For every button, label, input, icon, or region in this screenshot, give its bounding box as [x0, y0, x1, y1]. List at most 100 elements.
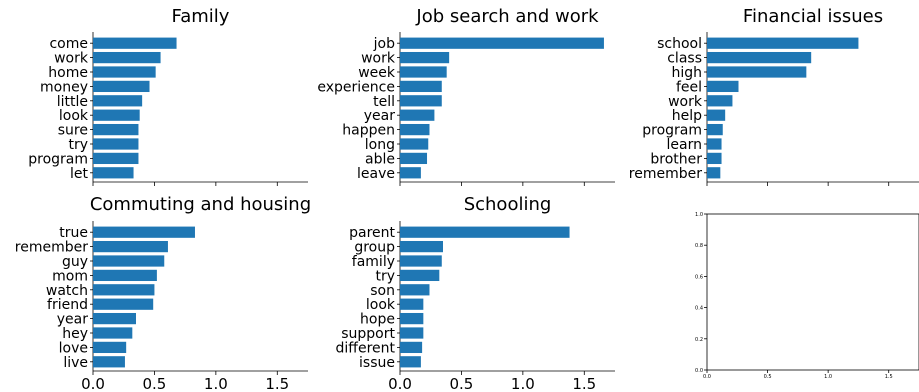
- bar-sure: [93, 123, 139, 136]
- y-tick-label: true: [59, 225, 88, 241]
- y-tick-label: program: [28, 151, 88, 167]
- bar-parent: [400, 226, 570, 238]
- x-tick-label: 0.5: [142, 375, 166, 392]
- bar-home: [93, 66, 156, 78]
- bar-year: [400, 109, 435, 121]
- subplot-4: Commuting and housingtruerememberguymomw…: [15, 194, 311, 392]
- bar-work: [93, 51, 161, 64]
- y-tick-label: look: [59, 108, 89, 124]
- bar-learn: [707, 138, 722, 150]
- y-tick-label: leave: [357, 166, 395, 182]
- y-tick-label: 0.6: [695, 274, 703, 280]
- subplot-title: Family: [172, 6, 230, 27]
- bar-little: [93, 95, 143, 107]
- y-tick-label: live: [63, 355, 88, 371]
- bar-able: [400, 152, 428, 165]
- y-tick-label: class: [667, 51, 702, 67]
- y-tick-label: learn: [667, 137, 702, 153]
- bar-support: [400, 327, 424, 339]
- y-tick-label: 0.0: [695, 368, 703, 374]
- bar-money: [93, 80, 150, 93]
- bar-happen: [400, 123, 430, 136]
- y-tick-label: help: [672, 108, 702, 124]
- y-tick-label: year: [57, 312, 88, 328]
- bar-mom: [93, 269, 157, 282]
- x-tick-label: 1.0: [824, 374, 832, 380]
- bar-program: [93, 152, 139, 165]
- bar-look: [400, 298, 424, 310]
- bar-try: [400, 269, 440, 282]
- y-tick-label: try: [375, 268, 395, 284]
- subplot-title: Schooling: [464, 194, 552, 215]
- y-tick-label: love: [59, 340, 88, 356]
- y-tick-label: hope: [360, 312, 395, 328]
- subplot-6: 0.0 0.2 0.4 0.6 0.8 1.0 0.0 0.5 1.0 1.5: [695, 212, 919, 380]
- y-tick-label: son: [370, 283, 395, 299]
- bar-work: [707, 95, 733, 107]
- bar-come: [93, 37, 177, 49]
- y-tick-label: week: [358, 65, 396, 81]
- y-tick-label: parent: [349, 225, 395, 241]
- y-tick-label: work: [668, 94, 703, 110]
- bar-experience: [400, 80, 442, 93]
- x-tick-label: 0.0: [81, 375, 105, 392]
- y-tick-label: 0.4: [695, 306, 703, 312]
- bar-work: [400, 51, 450, 64]
- bar-different: [400, 341, 423, 354]
- y-tick-label: year: [364, 108, 395, 124]
- bar-leave: [400, 167, 421, 179]
- y-tick-label: guy: [62, 254, 88, 270]
- y-tick-label: mom: [52, 268, 88, 284]
- y-tick-label: program: [642, 123, 702, 139]
- y-tick-label: 1.0: [695, 212, 703, 218]
- y-tick-label: hey: [62, 326, 88, 342]
- bar-brother: [707, 152, 722, 165]
- bar-guy: [93, 255, 165, 267]
- y-tick-label: school: [657, 36, 702, 52]
- y-tick-label: work: [54, 51, 89, 67]
- bar-week: [400, 66, 447, 78]
- bar-group: [400, 240, 443, 253]
- x-tick-label: 1.0: [204, 375, 228, 392]
- y-tick-label: support: [341, 326, 395, 342]
- x-tick-label: 0.5: [449, 375, 473, 392]
- bar-remember: [93, 240, 168, 253]
- bar-class: [707, 51, 812, 64]
- y-tick-label: family: [352, 254, 395, 270]
- x-tick-label: 1.5: [572, 375, 596, 392]
- bar-program: [707, 123, 723, 136]
- y-tick-label: try: [68, 137, 88, 153]
- y-tick-label: money: [40, 79, 88, 95]
- bar-school: [707, 37, 859, 49]
- bar-tell: [400, 95, 442, 107]
- y-tick-label: happen: [342, 123, 395, 139]
- subplot-title: Job search and work: [415, 6, 599, 27]
- empty-axes-frame: [706, 213, 919, 371]
- y-tick-label: experience: [317, 79, 395, 95]
- bar-live: [93, 356, 125, 368]
- y-tick-label: able: [365, 151, 395, 167]
- bar-hope: [400, 312, 424, 325]
- x-tick-label: 1.5: [265, 375, 289, 392]
- bar-year: [93, 312, 136, 325]
- bar-son: [400, 284, 430, 296]
- bar-watch: [93, 284, 155, 296]
- bar-high: [707, 66, 807, 78]
- y-tick-label: issue: [359, 355, 395, 371]
- x-tick-label: 1.5: [885, 374, 893, 380]
- bar-let: [93, 167, 134, 179]
- bar-love: [93, 341, 127, 354]
- bar-true: [93, 226, 195, 238]
- y-tick-label: group: [354, 240, 395, 256]
- bar-job: [400, 37, 604, 49]
- y-tick-label: remember: [15, 240, 88, 256]
- bar-remember: [707, 167, 721, 179]
- bar-friend: [93, 298, 154, 310]
- x-tick-label: 1.0: [511, 375, 535, 392]
- y-tick-label: let: [70, 166, 89, 182]
- subplot-title: Commuting and housing: [90, 194, 311, 215]
- bar-long: [400, 138, 429, 150]
- bar-look: [93, 109, 140, 121]
- y-tick-label: different: [336, 340, 396, 356]
